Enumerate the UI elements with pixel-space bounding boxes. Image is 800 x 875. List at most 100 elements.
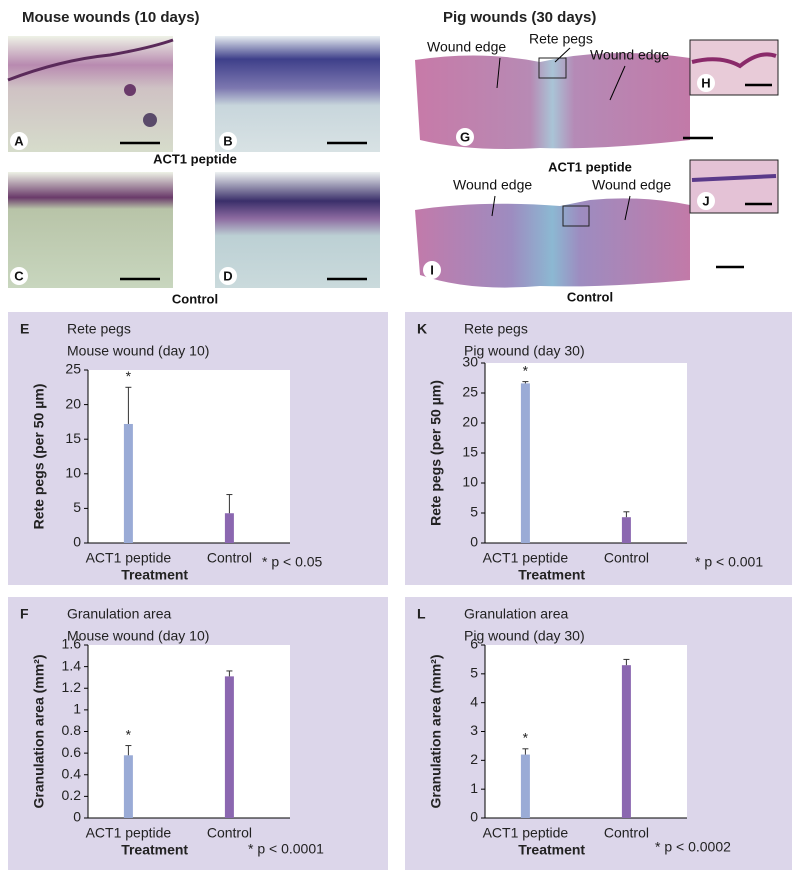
y-tick-label: 0 bbox=[73, 534, 81, 550]
x-axis-label: Treatment bbox=[518, 567, 585, 583]
panel-letter: L bbox=[417, 606, 426, 622]
panel-letter: I bbox=[430, 262, 434, 277]
y-tick-label: 1.6 bbox=[62, 636, 82, 652]
chart-title: Granulation area bbox=[67, 606, 172, 622]
x-axis-label: Treatment bbox=[518, 842, 585, 858]
row-label: ACT1 peptide bbox=[153, 151, 237, 166]
epidermis bbox=[691, 174, 777, 182]
y-tick-label: 1 bbox=[73, 701, 81, 717]
p-value-note: * p < 0.0001 bbox=[248, 841, 324, 857]
image-label: Wound edge bbox=[427, 39, 506, 55]
image-label: Wound edge bbox=[592, 177, 671, 193]
significance-marker: * bbox=[126, 368, 132, 384]
scale-bars bbox=[120, 141, 367, 281]
inset-box bbox=[538, 57, 567, 79]
inset-box bbox=[562, 205, 590, 227]
epidermis bbox=[691, 52, 777, 69]
row-label: Control bbox=[172, 291, 218, 306]
plot-area bbox=[485, 645, 687, 818]
panel-letter: J bbox=[702, 193, 709, 208]
bar bbox=[224, 513, 234, 543]
bar bbox=[520, 383, 530, 543]
x-tick-label: Control bbox=[207, 825, 252, 841]
x-tick-label: ACT1 peptide bbox=[483, 825, 569, 841]
x-tick-label: Control bbox=[604, 825, 649, 841]
y-tick-label: 20 bbox=[462, 414, 478, 430]
y-tick-label: 10 bbox=[462, 474, 478, 490]
y-tick-label: 25 bbox=[65, 361, 81, 377]
hair-follicle bbox=[124, 84, 136, 96]
chart-subtitle: Mouse wound (day 10) bbox=[67, 343, 209, 359]
y-tick-label: 0.2 bbox=[62, 787, 82, 803]
x-tick-label: ACT1 peptide bbox=[86, 825, 172, 841]
image-label: Wound edge bbox=[453, 177, 532, 193]
x-tick-label: ACT1 peptide bbox=[86, 550, 172, 566]
panel-letter: F bbox=[20, 606, 29, 622]
y-axis-label: Granulation area (mm²) bbox=[31, 654, 47, 808]
p-value-note: * p < 0.05 bbox=[262, 554, 323, 570]
epidermis bbox=[7, 38, 174, 82]
bar bbox=[123, 755, 133, 818]
chart-title: Granulation area bbox=[464, 606, 569, 622]
row-label: Control bbox=[567, 289, 613, 304]
y-tick-label: 5 bbox=[73, 499, 81, 515]
panel-letters: A B C D G H I J bbox=[10, 74, 715, 285]
bar bbox=[123, 423, 133, 543]
histology-image bbox=[215, 172, 380, 288]
panel-letter: H bbox=[701, 75, 710, 90]
bar bbox=[621, 517, 631, 543]
heading: Mouse wounds (10 days) bbox=[22, 9, 200, 26]
histology-image bbox=[8, 172, 173, 288]
panel-letter: G bbox=[460, 129, 470, 144]
panel-letter: K bbox=[417, 321, 427, 337]
y-axis-label: Rete pegs (per 50 µm) bbox=[31, 384, 47, 530]
y-tick-label: 15 bbox=[462, 444, 478, 460]
significance-marker: * bbox=[523, 362, 529, 378]
y-axis-label: Rete pegs (per 50 µm) bbox=[428, 380, 444, 526]
y-tick-label: 4 bbox=[470, 693, 478, 709]
y-tick-label: 15 bbox=[65, 430, 81, 446]
row-label: ACT1 peptide bbox=[548, 159, 632, 174]
panel-letter: E bbox=[20, 321, 29, 337]
image-label: Rete pegs bbox=[529, 31, 593, 47]
plot-area bbox=[88, 370, 290, 543]
chart-title: Rete pegs bbox=[67, 321, 131, 337]
panel-letter: C bbox=[14, 268, 24, 283]
x-tick-label: Control bbox=[604, 550, 649, 566]
y-tick-label: 1.4 bbox=[62, 657, 82, 673]
y-tick-label: 0.8 bbox=[62, 722, 82, 738]
histology-image bbox=[415, 198, 690, 288]
y-tick-label: 20 bbox=[65, 395, 81, 411]
panel-letter: B bbox=[223, 133, 232, 148]
significance-marker: * bbox=[523, 730, 529, 746]
bar bbox=[621, 665, 631, 818]
y-tick-label: 5 bbox=[470, 504, 478, 520]
plot-area bbox=[485, 363, 687, 543]
hair-follicle bbox=[143, 113, 157, 127]
chart-subtitle: Mouse wound (day 10) bbox=[67, 628, 209, 644]
heading: Pig wounds (30 days) bbox=[443, 9, 596, 26]
histology-image bbox=[8, 36, 173, 152]
p-value-note: * p < 0.001 bbox=[695, 554, 763, 570]
p-value-note: * p < 0.0002 bbox=[655, 839, 731, 855]
panel-letter: D bbox=[223, 268, 232, 283]
y-tick-label: 10 bbox=[65, 465, 81, 481]
chart-subtitle: Pig wound (day 30) bbox=[464, 628, 585, 644]
y-tick-label: 3 bbox=[470, 722, 478, 738]
x-axis-label: Treatment bbox=[121, 567, 188, 583]
y-tick-label: 0 bbox=[470, 809, 478, 825]
y-tick-label: 0 bbox=[470, 534, 478, 550]
y-tick-label: 25 bbox=[462, 384, 478, 400]
significance-marker: * bbox=[126, 726, 132, 742]
y-tick-label: 6 bbox=[470, 636, 478, 652]
y-tick-label: 1.2 bbox=[62, 679, 82, 695]
y-tick-label: 0.4 bbox=[62, 765, 82, 781]
x-tick-label: Control bbox=[207, 550, 252, 566]
scale-bars bbox=[683, 83, 772, 269]
image-label: Wound edge bbox=[590, 47, 669, 63]
y-tick-label: 0.6 bbox=[62, 744, 82, 760]
y-tick-label: 2 bbox=[470, 751, 478, 767]
